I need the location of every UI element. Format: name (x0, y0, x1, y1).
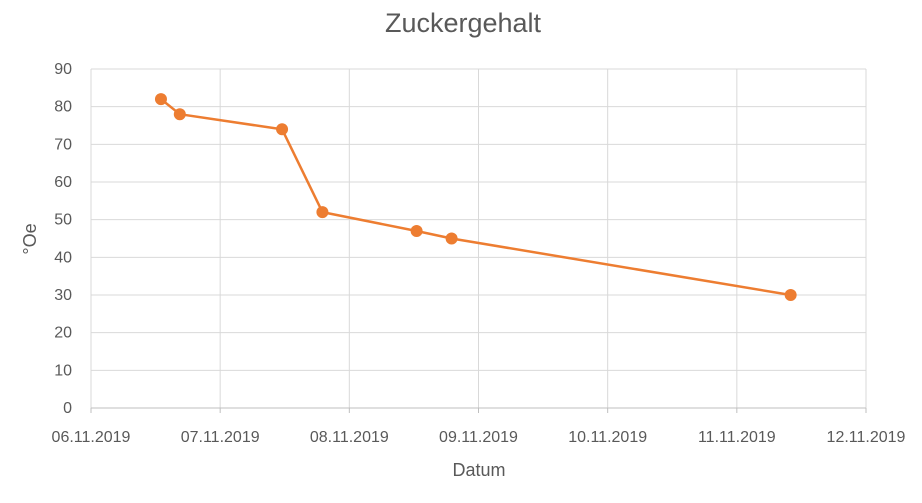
y-tick-label: 0 (63, 400, 72, 417)
x-tick-label: 08.11.2019 (310, 429, 389, 446)
x-tick-label: 10.11.2019 (568, 429, 647, 446)
y-tick-label: 40 (54, 249, 72, 266)
y-tick-labels: 0 10 20 30 40 50 60 70 80 90 (54, 61, 72, 417)
series-line (161, 99, 791, 295)
y-axis-label: °Oe (20, 223, 40, 254)
y-tick-label: 50 (54, 212, 72, 229)
chart-title: Zuckergehalt (385, 8, 542, 38)
data-point (316, 206, 328, 218)
data-point (155, 93, 167, 105)
x-tick-label: 06.11.2019 (52, 429, 131, 446)
series (155, 93, 797, 301)
y-tick-label: 80 (54, 99, 72, 116)
y-tick-label: 70 (54, 136, 72, 153)
data-point (785, 289, 797, 301)
data-point (276, 123, 288, 135)
y-tick-label: 20 (54, 325, 72, 342)
data-point (174, 108, 186, 120)
y-tick-label: 90 (54, 61, 72, 78)
y-tick-label: 30 (54, 287, 72, 304)
y-tick-label: 10 (54, 362, 72, 379)
x-tick-label: 07.11.2019 (181, 429, 260, 446)
x-tick-label: 12.11.2019 (827, 429, 906, 446)
y-tick-label: 60 (54, 174, 72, 191)
axes (91, 408, 866, 413)
x-tick-label: 11.11.2019 (698, 429, 776, 446)
data-point (446, 233, 458, 245)
data-point (411, 225, 423, 237)
grid (91, 69, 866, 408)
x-tick-labels: 06.11.2019 07.11.2019 08.11.2019 09.11.2019… (52, 429, 906, 446)
x-axis-label: Datum (452, 460, 505, 480)
x-tick-label: 09.11.2019 (439, 429, 518, 446)
